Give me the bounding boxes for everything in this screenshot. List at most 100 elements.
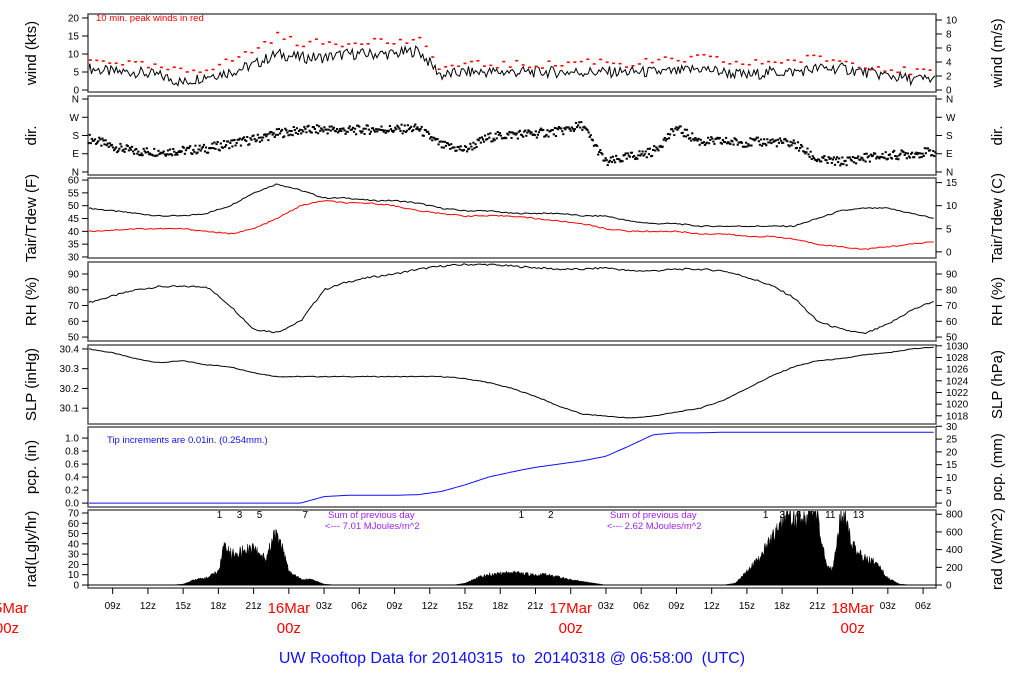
wind-direction-point — [230, 139, 233, 142]
wind-direction-point — [407, 128, 411, 131]
peak-wind-mark — [586, 58, 590, 61]
wind-direction-point — [826, 162, 829, 165]
peak-wind-mark — [360, 43, 364, 45]
wind-direction-point — [107, 145, 110, 148]
wind-direction-point — [287, 134, 290, 137]
peak-wind-mark — [340, 45, 344, 48]
wind-direction-point — [348, 125, 351, 128]
wind-direction-point — [88, 133, 91, 136]
wind-direction-point — [542, 128, 545, 131]
wind-direction-point — [724, 136, 728, 139]
peak-wind-mark — [760, 62, 764, 65]
wind-direction-point — [136, 152, 139, 155]
slp-frame — [87, 344, 937, 425]
wind-direction-point — [413, 125, 416, 128]
peak-wind-mark — [398, 38, 402, 41]
wind-direction-point — [404, 131, 407, 134]
wind-direction-point — [189, 145, 192, 148]
wind-direction-point — [904, 152, 907, 155]
wind-direction-point — [636, 157, 639, 160]
wind-direction-point — [499, 134, 503, 137]
wind-direction-point — [599, 149, 602, 152]
wind-direction-point — [538, 128, 542, 131]
wind-direction-point — [628, 155, 632, 158]
wind-direction-point — [225, 144, 228, 147]
wind-direction-point — [301, 129, 304, 132]
wind-y-axis-label-right: wind (m/s) — [989, 18, 1006, 88]
hour-mark-label: 1 — [519, 510, 525, 521]
wind-direction-point — [536, 133, 540, 136]
wind-direction-point — [769, 139, 772, 142]
wind-direction-point — [184, 149, 188, 152]
wind-direction-point — [570, 126, 573, 129]
wind-direction-point — [686, 134, 690, 137]
wind-direction-point — [662, 138, 665, 141]
wind-direction-point — [296, 132, 300, 135]
peak-wind-mark — [256, 47, 260, 49]
wind-direction-point — [389, 128, 393, 131]
wind-direction-point — [671, 128, 674, 131]
hour-mark-label: 5 — [257, 510, 263, 521]
wind-direction-point — [683, 128, 686, 131]
wind-direction-point — [899, 152, 902, 155]
peak-wind-mark — [851, 62, 855, 64]
wind-direction-point — [359, 130, 362, 133]
slp-left-tick-label: 30.2 — [60, 384, 80, 395]
wind-direction-point — [803, 150, 806, 153]
wind-direction-point — [666, 133, 670, 136]
slp-right-tick-label: 1024 — [946, 376, 969, 387]
rh-right-tick-label: 70 — [946, 301, 958, 312]
wind-direction-point — [771, 138, 774, 141]
wind-direction-point — [822, 156, 825, 159]
hour-mark-label: 1 — [217, 510, 223, 521]
peak-wind-mark — [405, 42, 409, 44]
wind-direction-point — [835, 156, 839, 159]
wind-direction-point — [157, 149, 160, 152]
wind-direction-point — [442, 146, 445, 149]
wind-direction-point — [840, 162, 843, 165]
wind-direction-point — [527, 129, 530, 132]
wind-direction-point — [112, 149, 116, 152]
wind-direction-point — [787, 144, 790, 147]
wind-direction-point — [568, 127, 571, 130]
wind-direction-point — [424, 129, 427, 132]
temp-frame — [87, 177, 937, 259]
wind-direction-point — [142, 147, 145, 150]
pcp-right-tick-label: 25 — [946, 435, 958, 446]
wind-direction-point — [703, 143, 707, 146]
wind-direction-point — [286, 131, 289, 134]
wind-direction-point — [265, 135, 268, 138]
pcp-left-tick-label: 0.2 — [65, 486, 79, 497]
rad-right-tick-label: 400 — [946, 545, 963, 556]
rad-y-axis-label: rad(Lgly/hr) — [23, 511, 40, 588]
wind-direction-point — [711, 137, 714, 140]
wind-direction-point — [170, 153, 173, 156]
wind-direction-point — [906, 152, 910, 155]
wind-direction-point — [916, 153, 919, 156]
wind-direction-point — [894, 155, 897, 158]
wind-direction-point — [231, 145, 234, 148]
wind-direction-point — [578, 121, 581, 124]
wind-direction-point — [572, 129, 575, 132]
wind-direction-point — [178, 149, 181, 152]
wind-direction-point — [106, 142, 109, 145]
wind-direction-point — [685, 128, 689, 131]
wind-direction-point — [797, 149, 801, 152]
wind-direction-point — [118, 147, 121, 150]
wind-direction-point — [140, 152, 143, 155]
wind-direction-point — [801, 145, 804, 148]
wind-direction-point — [494, 132, 497, 135]
wind-direction-point — [621, 160, 624, 163]
wind-direction-point — [611, 155, 615, 158]
wind-direction-point — [318, 125, 321, 128]
peak-wind-mark — [812, 54, 816, 57]
wind-direction-point — [412, 129, 415, 132]
peak-wind-mark — [243, 51, 247, 53]
peak-wind-mark — [166, 68, 170, 71]
peak-wind-mark — [573, 61, 577, 63]
wind-direction-point — [403, 124, 406, 127]
wind-direction-point — [219, 142, 222, 145]
wind-direction-point — [458, 148, 461, 151]
wind-direction-point — [488, 136, 491, 139]
